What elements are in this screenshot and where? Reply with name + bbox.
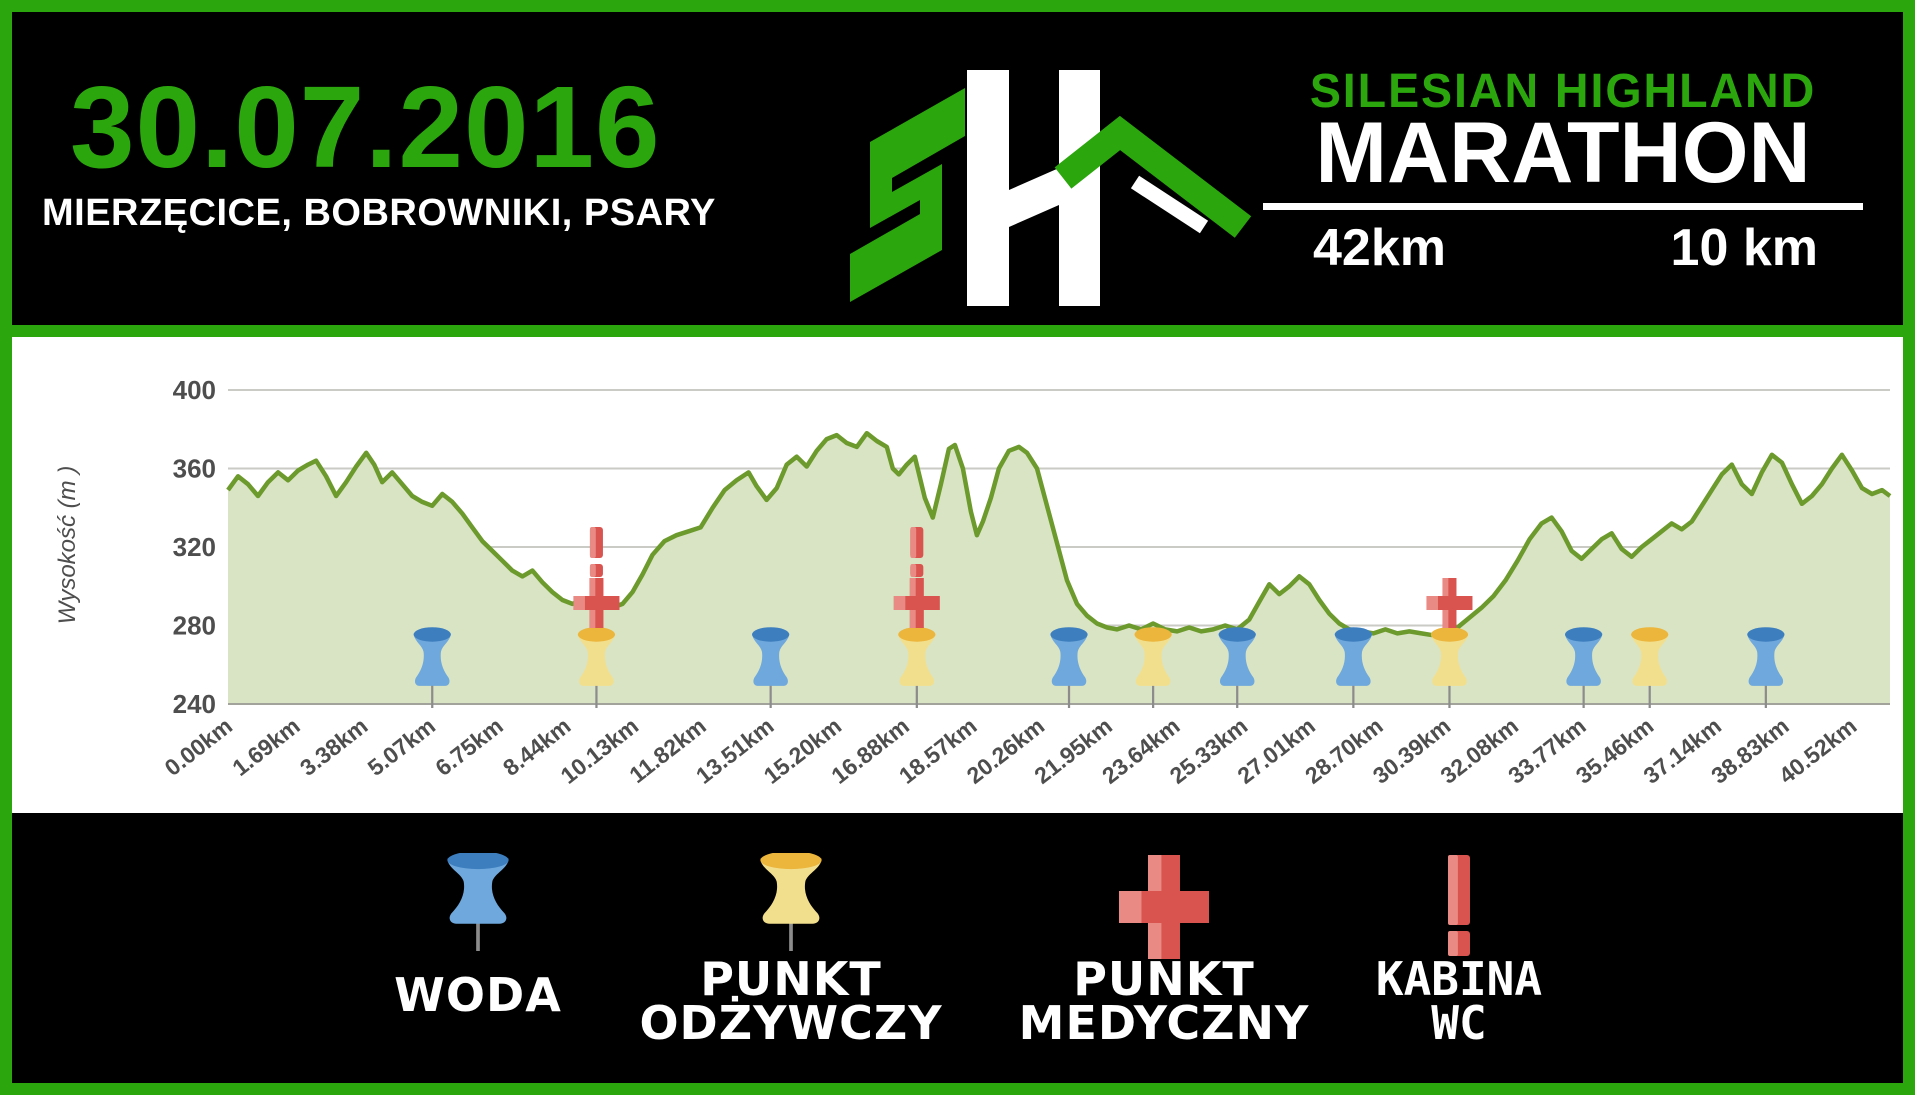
x-tick-label: 1.69km [227,712,304,781]
logo-h-crossbar [1009,168,1059,227]
distance-10km: 10 km [1670,219,1818,277]
legend-label-water: WODA [394,968,562,1022]
food-pin-icon [898,627,936,708]
wc-mark-icon [1309,813,1609,973]
y-tick-label: 240 [173,689,216,719]
x-tick-label: 3.38km [295,712,372,781]
sh-logo-icon [850,70,1252,306]
logo-roof-shape [1054,115,1252,238]
medical-cross-glyph [1119,855,1209,959]
elevation-chart-svg: 400 360 320 280 240 Wysokość (m ) 0.00km1.69km… [54,375,1892,789]
x-tick-label: 10.13km [556,712,644,788]
water-pin-icon [1218,627,1256,708]
header: 30.07.2016 MIERZĘCICE, BOBROWNIKI, PSARY… [12,12,1903,325]
water-pin-icon [328,813,628,973]
y-tick-label: 320 [173,532,216,562]
food-pin-icon [1430,627,1469,708]
elevation-area [228,433,1890,704]
y-tick-label: 280 [173,611,216,641]
water-pin-icon [413,627,451,708]
food-pin-icon [1631,627,1669,708]
legend-item-wc: KABINA WC [1309,813,1609,1083]
distances-row: 42km 10 km [1263,218,1863,278]
wc-mark-icon [910,527,924,577]
logo-s-shape [850,88,965,302]
legend-label-medical: PUNKT MEDYCZNY [1018,952,1310,1050]
y-axis-title: Wysokość (m ) [54,466,81,625]
x-tick-label: 0.00km [160,712,237,781]
distance-42km: 42km [1313,219,1446,277]
food-pin-icon [1134,627,1172,708]
water-pin-icon [752,627,790,708]
medical-cross-icon [1426,578,1473,628]
water-pin-icon [1050,627,1088,708]
x-tick-label: 5.07km [363,712,440,781]
medical-cross-icon [893,578,940,628]
title-divider [1263,203,1863,210]
elevation-line [226,430,1892,638]
legend-item-food: PUNKT ODŻYWCZY [639,813,942,1083]
water-pin-icon [1747,627,1785,708]
event-locations: MIERZĘCICE, BOBROWNIKI, PSARY [42,192,716,234]
elevation-chart: 400 360 320 280 240 Wysokość (m ) 0.00km 1.69km… [12,337,1903,813]
medical-cross-icon [1014,813,1314,973]
event-title-top: SILESIAN HIGHLAND [1309,65,1817,118]
event-date: 30.07.2016 [70,62,661,192]
y-tick-label: 360 [173,454,216,484]
legend: WODA PUNKT ODŻYWCZY PUNKT MEDYCZNY KABIN… [12,813,1903,1083]
food-pin-icon [577,627,616,708]
logo-h-right-bar [1059,70,1100,306]
legend-item-medical: PUNKT MEDYCZNY [1014,813,1314,1083]
logo-h-left-bar [967,70,1009,306]
legend-label-food: PUNKT ODŻYWCZY [639,952,943,1050]
y-tick-label: 400 [173,375,216,405]
medical-cross-icon [573,578,620,628]
water-pin-glyph [447,853,509,951]
x-tick-label: 40.52km [1774,712,1862,788]
wc-mark-glyph [1448,855,1470,956]
water-pin-icon [1565,627,1603,708]
legend-label-wc: KABINA WC [1375,952,1543,1050]
event-title-main: MARATHON [1315,105,1811,201]
legend-item-water: WODA [328,813,628,1083]
food-pin-glyph [760,853,822,951]
x-tick-label: 6.75km [430,712,507,781]
food-pin-icon [641,813,941,973]
water-pin-icon [1334,627,1372,708]
logo-roof-accent [1130,175,1209,234]
wc-mark-icon [589,527,603,577]
